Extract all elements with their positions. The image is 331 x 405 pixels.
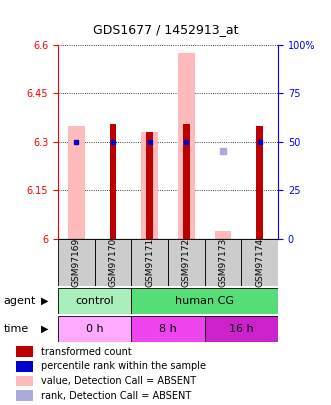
Bar (110, 124, 116, 239)
Text: GDS1677 / 1452913_at: GDS1677 / 1452913_at (93, 23, 238, 36)
Bar (68, 126, 84, 239)
Text: human CG: human CG (175, 296, 234, 306)
Text: 16 h: 16 h (229, 324, 254, 334)
Bar (16, 346, 33, 357)
Text: rank, Detection Call = ABSENT: rank, Detection Call = ABSENT (41, 391, 192, 401)
Text: ▶: ▶ (41, 296, 48, 306)
Text: GSM97171: GSM97171 (145, 238, 154, 287)
FancyBboxPatch shape (131, 239, 168, 286)
Bar (257, 126, 263, 239)
FancyBboxPatch shape (168, 239, 205, 286)
Text: 8 h: 8 h (159, 324, 177, 334)
Bar (16, 361, 33, 371)
FancyBboxPatch shape (95, 239, 131, 286)
Bar (215, 231, 231, 239)
Text: GSM97172: GSM97172 (182, 238, 191, 287)
FancyBboxPatch shape (241, 239, 278, 286)
Bar (16, 390, 33, 401)
Bar (146, 132, 153, 239)
FancyBboxPatch shape (131, 288, 278, 314)
Text: time: time (3, 324, 28, 334)
Text: GSM97173: GSM97173 (218, 238, 227, 287)
FancyBboxPatch shape (131, 316, 205, 342)
FancyBboxPatch shape (205, 239, 241, 286)
FancyBboxPatch shape (58, 239, 95, 286)
Text: 0 h: 0 h (86, 324, 103, 334)
Bar (16, 376, 33, 386)
Text: transformed count: transformed count (41, 347, 132, 356)
Text: GSM97170: GSM97170 (109, 238, 118, 287)
Text: control: control (75, 296, 114, 306)
Bar (178, 53, 195, 239)
Text: GSM97174: GSM97174 (255, 238, 264, 287)
Text: ▶: ▶ (41, 324, 48, 334)
Text: percentile rank within the sample: percentile rank within the sample (41, 361, 206, 371)
FancyBboxPatch shape (205, 316, 278, 342)
FancyBboxPatch shape (58, 288, 131, 314)
Text: agent: agent (3, 296, 36, 306)
Bar (183, 124, 190, 239)
FancyBboxPatch shape (58, 316, 131, 342)
Text: value, Detection Call = ABSENT: value, Detection Call = ABSENT (41, 376, 196, 386)
Text: GSM97169: GSM97169 (72, 238, 81, 287)
Bar (141, 132, 158, 239)
